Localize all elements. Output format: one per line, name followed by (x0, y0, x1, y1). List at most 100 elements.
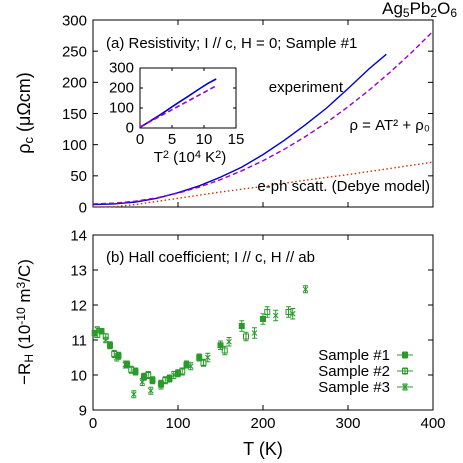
line (139, 78, 217, 128)
x-tick-label: 0 (89, 415, 97, 432)
y-axis-label-part: c (21, 137, 36, 144)
legend-label: Sample #3 (318, 379, 390, 396)
data-point (238, 320, 245, 332)
data-point (251, 327, 258, 339)
line (139, 84, 218, 128)
data-point (217, 340, 224, 350)
data-point (226, 337, 232, 347)
chart-title-part: 2 (430, 6, 437, 20)
y-tick-label: 11 (71, 332, 87, 349)
y-tick-label: 0 (79, 199, 87, 216)
x-tick-label: 10 (196, 131, 213, 148)
inset-x-axis-label-part: K (201, 149, 215, 166)
y-tick-label: 150 (62, 106, 87, 123)
data-point (289, 308, 296, 320)
chart-title-part: Pb (410, 0, 431, 18)
inset-x-axis-label-part: (10 (169, 149, 195, 166)
data-point (221, 345, 228, 356)
x-axis-label-part: (K) (254, 439, 283, 459)
data-point (170, 371, 177, 379)
y-axis-label-part: −R (15, 363, 34, 385)
x-tick-label: 0 (136, 131, 144, 148)
data-point (113, 353, 120, 362)
data-point (285, 306, 292, 318)
data-point (139, 378, 146, 386)
y-tick-label: 200 (62, 75, 87, 92)
data-point (102, 336, 109, 344)
data-point (145, 371, 152, 379)
data-point (111, 350, 118, 358)
data-point (162, 376, 169, 385)
data-point (158, 381, 164, 390)
y-tick-label: 300 (62, 12, 87, 29)
series-label: ρ = AT² + ρ₀ (349, 117, 430, 134)
line (92, 161, 434, 208)
inset-x-axis-label-part: ) (221, 149, 226, 166)
y-tick-label: 250 (62, 43, 87, 60)
data-point (149, 376, 156, 385)
chart-title-part: 5 (403, 6, 410, 20)
x-tick-label: 400 (420, 415, 445, 432)
y-tick-label: 14 (70, 227, 87, 244)
x-tick-label: 15 (228, 131, 245, 148)
y-tick-label: 100 (62, 137, 87, 154)
legend-label: Sample #2 (318, 363, 390, 380)
data-point (204, 352, 211, 363)
line (92, 30, 434, 205)
y-tick-label: 12 (70, 297, 87, 314)
data-point (130, 390, 137, 399)
y-tick-label: 10 (70, 367, 87, 384)
data-point (94, 326, 101, 333)
y-tick-label: 9 (79, 402, 87, 419)
chart-title: Ag5Pb2O6 (382, 0, 457, 20)
x-axis-label-part: T (243, 439, 254, 459)
inset-x-axis-label: T2 (104 K2) (154, 149, 227, 166)
y-axis-label-part: ρ (14, 144, 34, 154)
data-point (128, 365, 135, 374)
inset-x-axis-label-part: 2 (163, 149, 169, 161)
inset-x-axis-label-part: T (154, 149, 163, 166)
data-point (272, 309, 279, 322)
y-axis-label: −RH (10-10 m3/C) (14, 259, 36, 385)
y-axis-label-part: m (15, 288, 34, 307)
data-point (94, 331, 101, 339)
x-tick-label: 200 (250, 415, 275, 432)
data-point (196, 353, 203, 362)
data-point (107, 341, 113, 350)
chart-title-part: O (437, 0, 450, 18)
x-tick-label: 100 (165, 415, 190, 432)
y-axis-label: ρc (μΩcm) (14, 72, 36, 154)
data-point (183, 360, 190, 369)
y-axis-label-part: -10 (14, 307, 28, 325)
annotation: (b) Hall coefficient; I // c, H // ab (106, 249, 315, 266)
y-tick-label: 50 (70, 168, 87, 185)
data-point (200, 358, 207, 367)
y-tick-label: 13 (70, 262, 87, 279)
data-point (147, 386, 154, 395)
y-axis-label-part: (10 (15, 325, 34, 354)
data-point (179, 367, 186, 376)
data-point (243, 331, 249, 342)
data-point (260, 313, 266, 325)
data-point (264, 306, 271, 318)
inset-x-axis-label-part: 2 (215, 149, 221, 161)
chart-title-part: Ag (382, 0, 403, 18)
y-tick-label: 300 (109, 60, 134, 77)
annotation: (a) Resistivity; I // c, H = 0; Sample #… (106, 35, 357, 52)
chart-title-part: 6 (450, 6, 457, 20)
y-tick-label: 0 (126, 120, 134, 137)
series-label: experiment (269, 79, 344, 96)
y-axis-label-part: /C) (15, 259, 34, 282)
x-tick-label: 300 (335, 415, 360, 432)
inset-x-axis-label-part: 4 (195, 149, 201, 161)
data-point (187, 362, 194, 371)
x-axis-label: T (K) (243, 439, 283, 459)
legend-label: Sample #1 (318, 347, 390, 364)
y-tick-label: 200 (109, 80, 134, 97)
y-tick-label: 100 (109, 100, 134, 117)
inset-frame (139, 67, 237, 129)
y-axis-label-part: 3 (14, 281, 28, 288)
y-axis-label-part: H (22, 354, 36, 363)
y-axis-label-part: (μΩcm) (14, 72, 34, 137)
